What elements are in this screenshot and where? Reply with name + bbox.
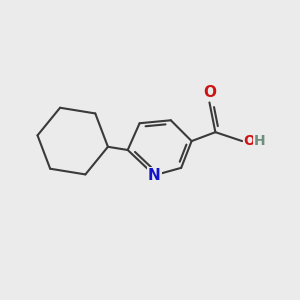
Text: N: N: [148, 168, 161, 183]
Text: O: O: [203, 85, 216, 100]
Text: H: H: [254, 134, 266, 148]
Text: O: O: [244, 134, 256, 148]
